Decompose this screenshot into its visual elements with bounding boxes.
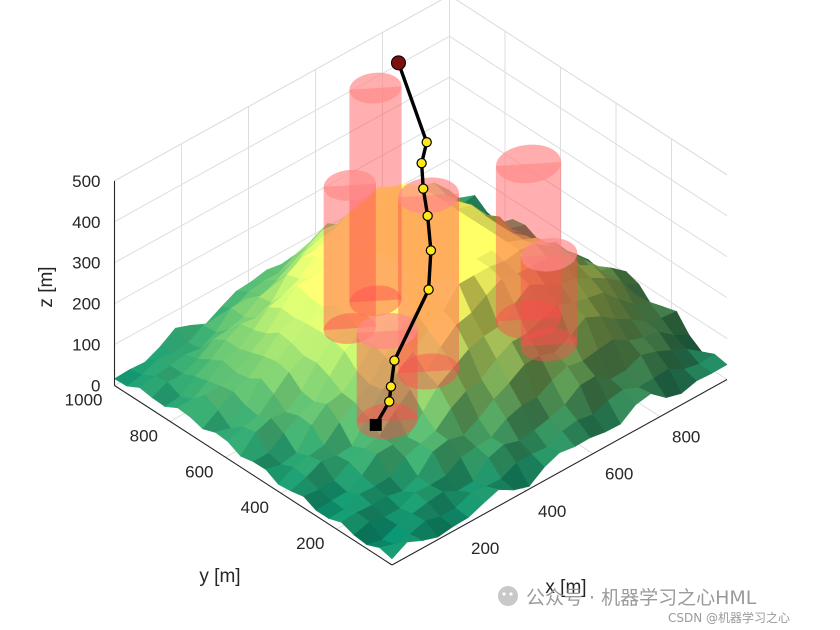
z-tick-label: 200: [72, 295, 100, 314]
y-tick-label: 400: [241, 498, 269, 517]
y-axis-line: [114, 385, 393, 566]
axes: [113, 180, 728, 566]
z-tick-label: 100: [72, 336, 100, 355]
grid-line: [455, 0, 728, 176]
obstacle-base: [398, 353, 460, 390]
obstacle-body: [349, 86, 402, 303]
terrain-patch: [378, 541, 409, 560]
wechat-icon-eye: [509, 592, 513, 596]
obstacle-body: [356, 329, 418, 423]
grid-line: [114, 117, 450, 305]
watermark: 公众号 · 机器学习之心HML CSDN @机器学习之心: [498, 586, 790, 625]
z-tick-label: 400: [72, 213, 100, 232]
grid-line: [449, 158, 728, 339]
obstacle-base: [520, 328, 578, 362]
x-tick-label: 200: [471, 539, 499, 558]
obstacle-cylinder: [323, 169, 376, 344]
grid-line: [449, 117, 728, 299]
grid-line: [455, 0, 728, 176]
grid-line: [449, 35, 728, 217]
goal-marker: [390, 55, 406, 71]
grid-line: [449, 76, 728, 258]
y-tick-label: 1000: [65, 391, 103, 410]
grid-line: [114, 0, 443, 182]
waypoint-marker: [389, 355, 400, 366]
obstacle-base: [349, 285, 402, 317]
obstacle-cylinder: [349, 72, 402, 317]
y-tick-label: 800: [130, 426, 158, 445]
obstacle-top: [349, 72, 402, 104]
waypoint-marker: [384, 396, 395, 407]
obstacle-top: [520, 238, 578, 272]
obstacle-cylinder: [520, 238, 578, 362]
x-tick-label: 400: [538, 502, 566, 521]
obstacle-top: [398, 177, 460, 214]
waypoint-marker: [423, 284, 434, 295]
waypoint-marker: [422, 210, 433, 222]
obstacle-body: [520, 253, 578, 347]
x-axis-line: [391, 379, 728, 566]
waypoint-marker: [385, 381, 397, 392]
obstacle-top: [356, 313, 418, 350]
waypoint-marker: [421, 136, 432, 148]
wechat-icon-eye: [502, 592, 506, 596]
obstacle-top: [323, 169, 376, 201]
x-tick-label: 600: [605, 465, 633, 484]
waypoint-marker: [416, 157, 427, 169]
grid-line: [114, 76, 450, 264]
z-axis-label: z [m]: [36, 266, 57, 307]
waypoint-marker: [418, 183, 429, 194]
obstacle-cylinder: [495, 144, 562, 339]
y-tick-label: 200: [296, 534, 324, 553]
flight-path: [369, 55, 437, 431]
start-marker: [369, 418, 382, 431]
obstacle-body: [323, 183, 376, 331]
watermark-main: 公众号 · 机器学习之心HML: [526, 587, 757, 609]
y-tick-label: 600: [185, 462, 213, 481]
z-tick-label: 300: [72, 254, 100, 273]
obstacle-body: [495, 161, 562, 322]
obstacle-cylinder: [356, 313, 418, 440]
waypoint-marker: [425, 245, 437, 256]
z-tick-label: 500: [72, 172, 100, 191]
obstacle-base: [495, 300, 562, 339]
y-axis-label: y [m]: [199, 566, 240, 587]
z-tick-label: 0: [91, 377, 100, 396]
x-tick-label: 800: [672, 428, 700, 447]
watermark-sub: CSDN @机器学习之心: [668, 610, 790, 625]
x-axis-label: x [m]: [545, 577, 586, 598]
obstacle-top: [495, 144, 562, 184]
wechat-icon: [498, 586, 518, 606]
obstacle-cylinders: [323, 72, 578, 440]
